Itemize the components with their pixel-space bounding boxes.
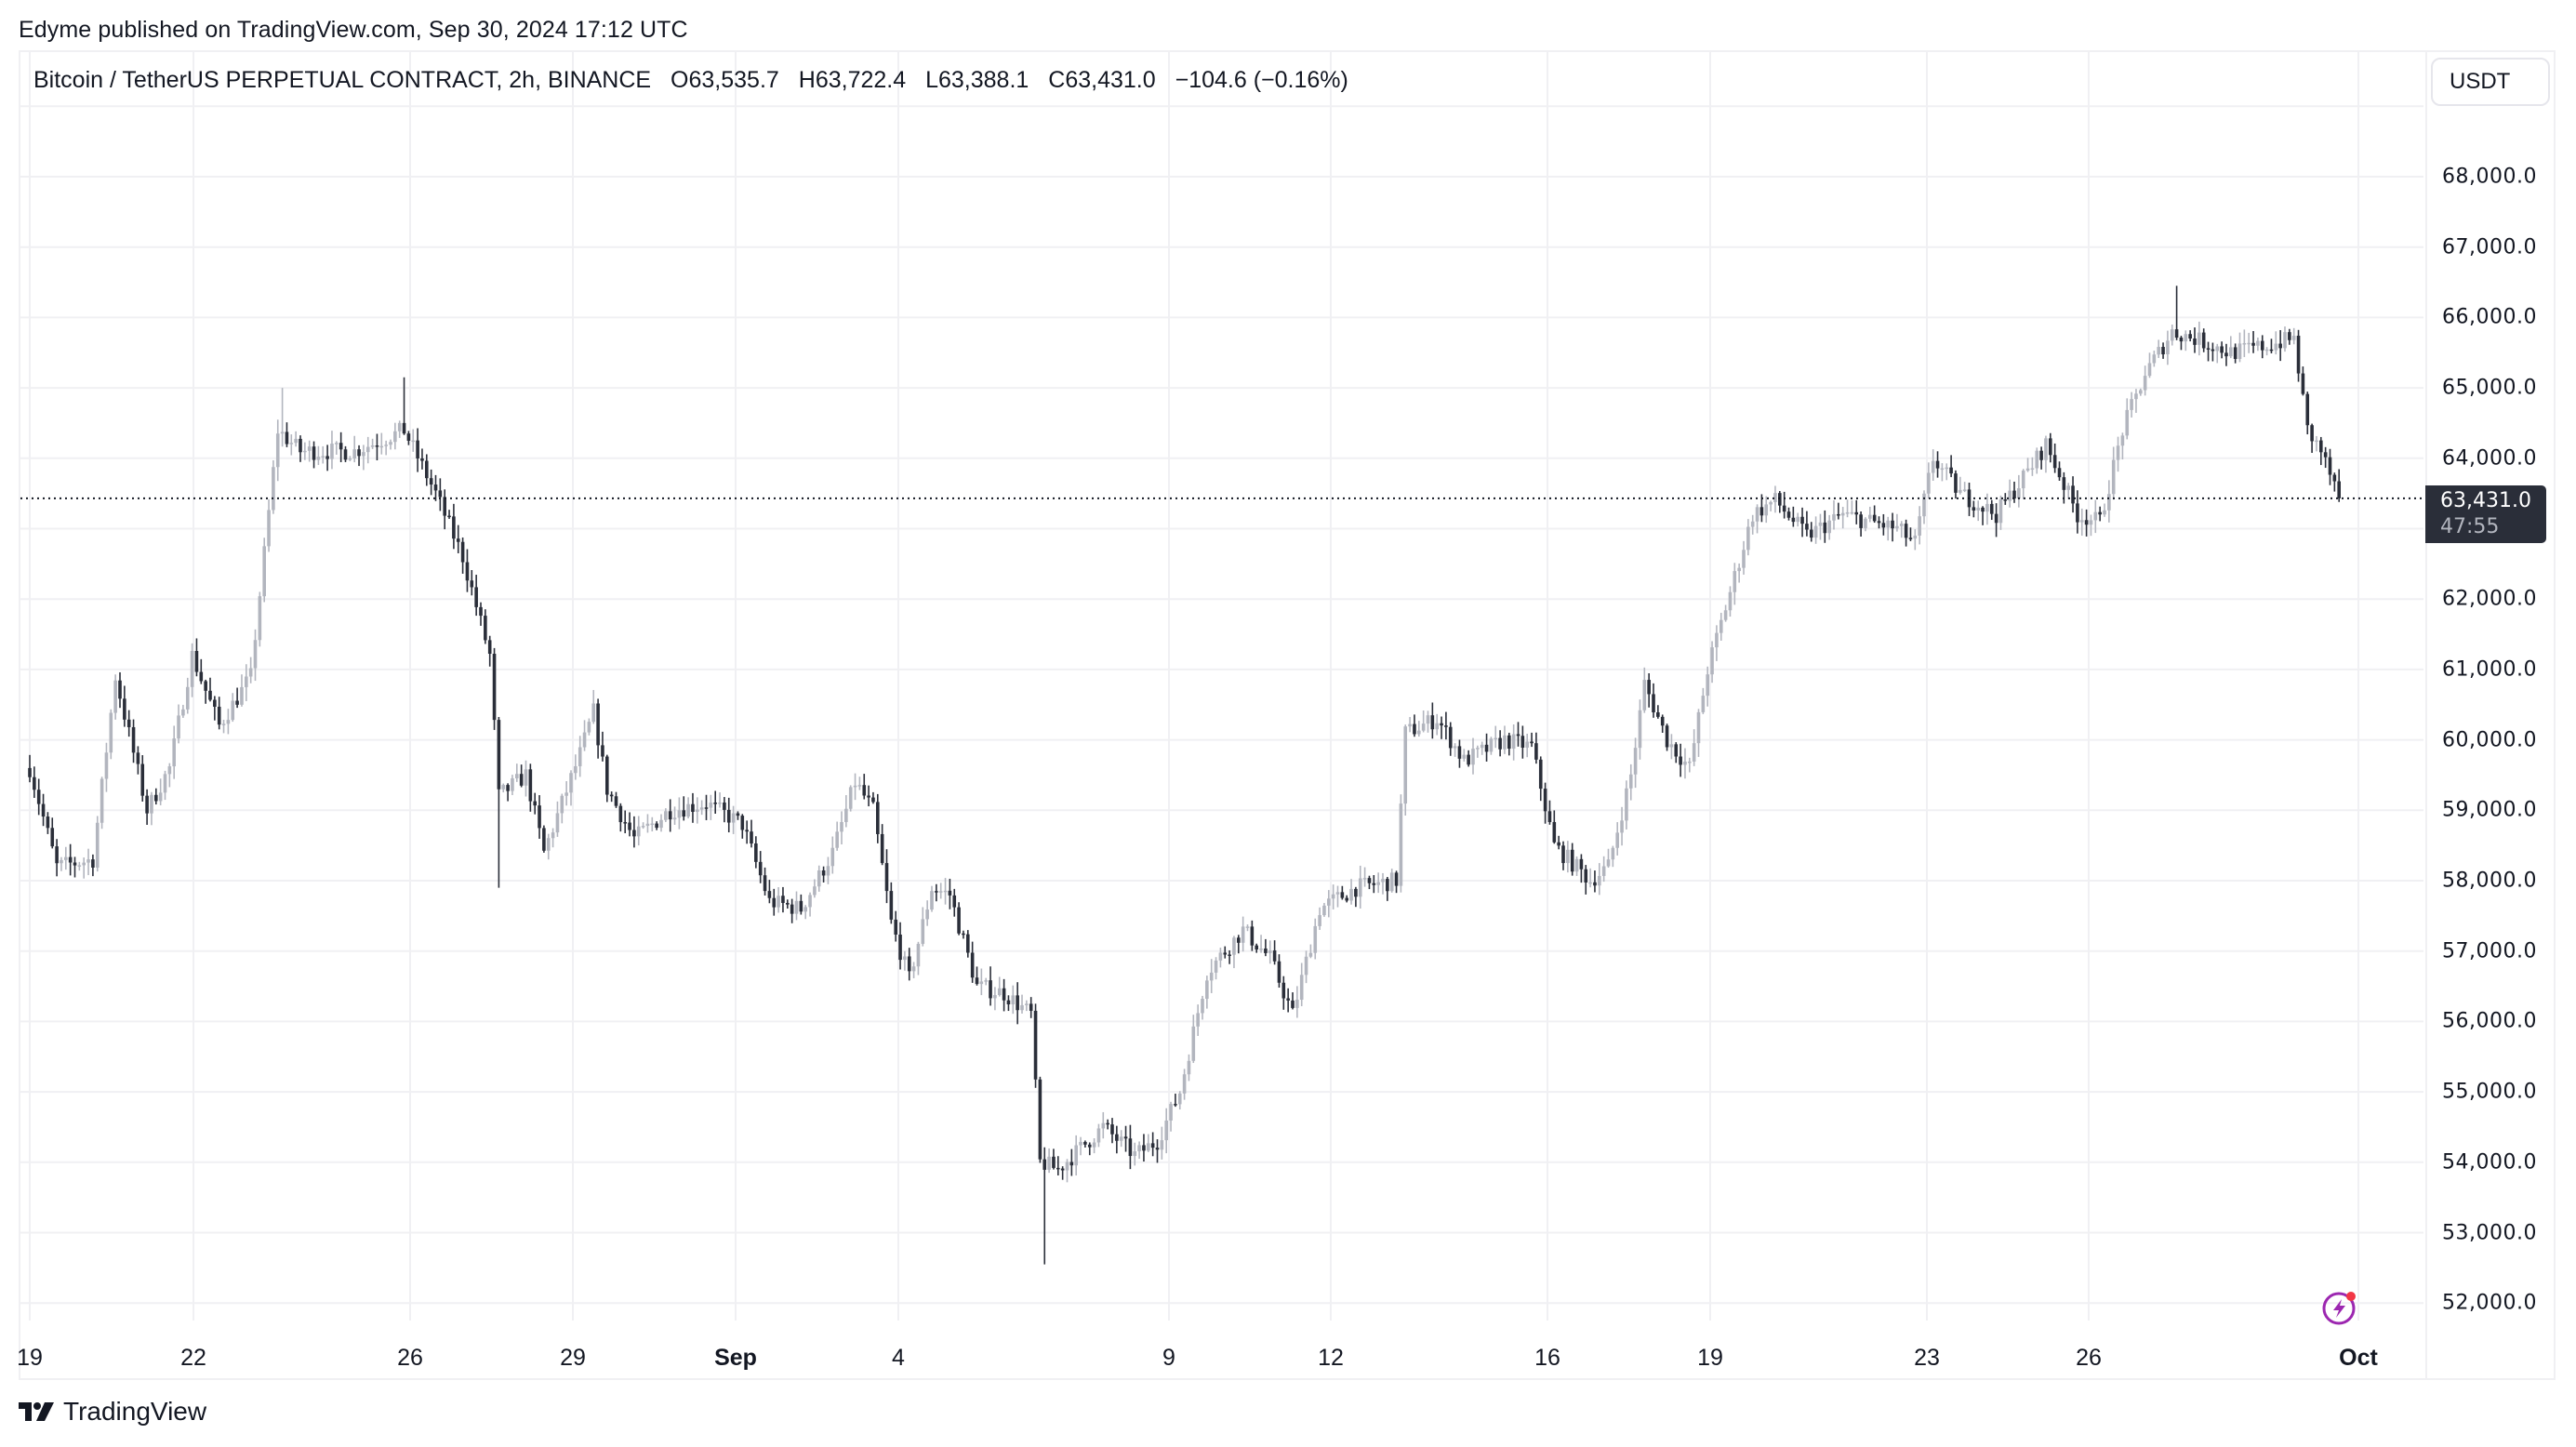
- price-axis-label: 56,000.0: [2442, 1009, 2537, 1033]
- time-axis-label: 19: [17, 1345, 43, 1371]
- time-axis-label: 9: [1162, 1345, 1175, 1371]
- publisher-caption: Edyme published on TradingView.com, Sep …: [19, 17, 688, 43]
- price-axis-label: 60,000.0: [2442, 728, 2537, 752]
- time-axis-label: Sep: [714, 1345, 757, 1371]
- time-axis-label: 12: [1318, 1345, 1344, 1371]
- time-axis-label: 22: [180, 1345, 206, 1371]
- tradingview-logo-icon: [19, 1402, 54, 1421]
- chart-frame: [19, 50, 2556, 1380]
- price-axis-label: 68,000.0: [2442, 165, 2537, 189]
- branding-text: TradingView: [63, 1397, 207, 1426]
- price-axis-label: 58,000.0: [2442, 869, 2537, 893]
- ohlc-low: L63,388.1: [925, 67, 1029, 93]
- time-axis-label: 29: [560, 1345, 586, 1371]
- price-axis-label: 65,000.0: [2442, 376, 2537, 400]
- price-axis-label: 67,000.0: [2442, 235, 2537, 259]
- last-price-tag: 63,431.0 47:55: [2425, 485, 2546, 543]
- symbol-name: Bitcoin / TetherUS PERPETUAL CONTRACT, 2…: [33, 67, 652, 93]
- price-axis-label: 55,000.0: [2442, 1080, 2537, 1104]
- price-axis-label: 52,000.0: [2442, 1291, 2537, 1315]
- symbol-legend: Bitcoin / TetherUS PERPETUAL CONTRACT, 2…: [33, 67, 1361, 94]
- price-axis-border: [2425, 52, 2427, 1378]
- time-axis-label: Oct: [2339, 1345, 2378, 1371]
- time-axis-label: 23: [1914, 1345, 1940, 1371]
- ohlc-high: H63,722.4: [798, 67, 907, 93]
- time-axis-label: 19: [1697, 1345, 1723, 1371]
- price-axis-label: 61,000.0: [2442, 657, 2537, 682]
- ohlc-open: O63,535.7: [671, 67, 779, 93]
- time-axis-label: 4: [892, 1345, 905, 1371]
- last-price-value: 63,431.0: [2440, 489, 2531, 512]
- time-axis-label: 26: [2076, 1345, 2102, 1371]
- price-axis-label: 66,000.0: [2442, 305, 2537, 329]
- ohlc-close: C63,431.0: [1048, 67, 1156, 93]
- currency-button[interactable]: USDT: [2431, 58, 2550, 106]
- price-axis-label: 59,000.0: [2442, 798, 2537, 822]
- bar-countdown: 47:55: [2440, 515, 2500, 538]
- price-axis-label: 64,000.0: [2442, 446, 2537, 471]
- time-axis-label: 26: [397, 1345, 423, 1371]
- candles: [28, 285, 2341, 1265]
- ohlc-change: −104.6 (−0.16%): [1175, 67, 1348, 93]
- grid-lines: [20, 52, 2423, 1321]
- tradingview-branding[interactable]: TradingView: [19, 1397, 206, 1427]
- price-axis-label: 62,000.0: [2442, 587, 2537, 611]
- time-axis-label: 16: [1534, 1345, 1560, 1371]
- price-axis-label: 53,000.0: [2442, 1221, 2537, 1244]
- price-axis-label: 57,000.0: [2442, 939, 2537, 963]
- price-axis-label: 54,000.0: [2442, 1150, 2537, 1175]
- lightning-icon[interactable]: [2321, 1289, 2358, 1326]
